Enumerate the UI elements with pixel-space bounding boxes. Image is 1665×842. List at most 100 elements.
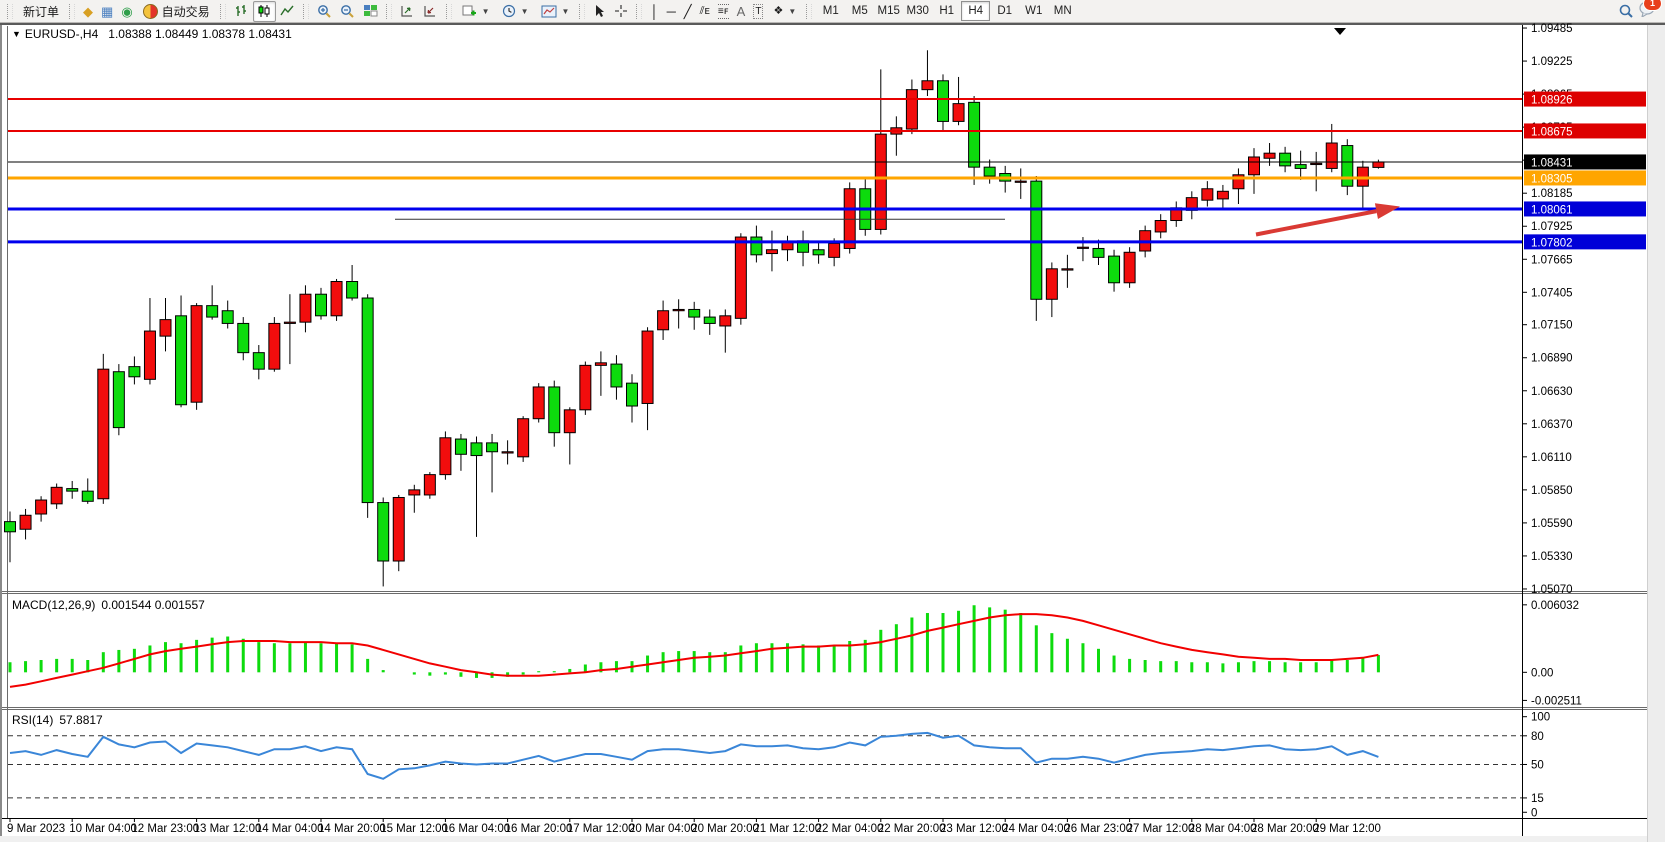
arrange-back-icon xyxy=(424,6,435,17)
svg-text:14 Mar 04:00: 14 Mar 04:00 xyxy=(256,823,324,835)
chevron-down-icon: ▼ xyxy=(788,6,797,16)
market-panel-button[interactable]: ▦ xyxy=(97,1,117,22)
rsi-indicator-label: RSI(14) 57.8817 xyxy=(12,713,103,727)
svg-text:1.08926: 1.08926 xyxy=(1531,95,1573,107)
svg-text:1.05850: 1.05850 xyxy=(1531,485,1573,497)
timeframe-button-h4[interactable]: H4 xyxy=(961,1,991,21)
search-button[interactable] xyxy=(1614,1,1638,22)
equidistant-channel-tool[interactable]: ⫽ᴇ xyxy=(696,1,714,22)
chart-ohlc: 1.08388 1.08449 1.08378 1.08431 xyxy=(108,27,292,41)
timeframe-button-m5[interactable]: M5 xyxy=(851,5,868,17)
svg-text:1.07150: 1.07150 xyxy=(1531,320,1573,332)
svg-text:1.09485: 1.09485 xyxy=(1531,23,1573,35)
svg-text:21 Mar 12:00: 21 Mar 12:00 xyxy=(753,823,821,835)
candles-layer xyxy=(4,50,1385,587)
trend-arrow-annotation[interactable] xyxy=(1255,203,1400,237)
template-button[interactable]: ▼ xyxy=(535,1,576,22)
text-label-tool[interactable]: T xyxy=(749,1,767,22)
chart-menu-triangle-icon: ▼ xyxy=(12,29,21,39)
svg-text:1.05070: 1.05070 xyxy=(1531,584,1573,596)
vertical-line-icon: │ xyxy=(650,3,659,19)
svg-text:17 Mar 12:00: 17 Mar 12:00 xyxy=(567,823,635,835)
text-icon: A xyxy=(736,3,746,19)
toolbar-grip xyxy=(445,3,452,19)
zoom-out-button[interactable] xyxy=(336,1,359,22)
main-toolbar: 新订单 ◆ ▦ ◉ 自动交易 xyxy=(0,0,1665,23)
svg-text:15: 15 xyxy=(1531,793,1544,805)
macd-signal-line xyxy=(9,613,1379,688)
tile-windows-icon xyxy=(363,5,378,17)
chart-window-bg xyxy=(0,23,1665,842)
svg-text:1.08305: 1.08305 xyxy=(1531,173,1573,185)
svg-text:-0.002511: -0.002511 xyxy=(1531,695,1582,707)
chart-shift-marker-icon[interactable] xyxy=(1334,28,1346,35)
svg-text:9 Mar 2023: 9 Mar 2023 xyxy=(7,823,65,835)
timeframe-button-m1[interactable]: M1 xyxy=(822,5,839,17)
chevron-down-icon: ▼ xyxy=(561,6,570,16)
svg-text:1.08185: 1.08185 xyxy=(1531,188,1573,200)
vertical-line-tool[interactable]: │ xyxy=(646,1,662,22)
crosshair-tool-button[interactable] xyxy=(610,1,632,22)
chart-bars-button[interactable] xyxy=(230,1,253,22)
chart-candles-button[interactable] xyxy=(252,0,276,22)
svg-text:12 Mar 23:00: 12 Mar 23:00 xyxy=(131,823,199,835)
add-indicator-button[interactable]: ▼ xyxy=(456,1,496,22)
shapes-tool[interactable]: ❖ ▼ xyxy=(767,1,802,22)
svg-text:80: 80 xyxy=(1531,731,1544,743)
svg-text:29 Mar 12:00: 29 Mar 12:00 xyxy=(1313,823,1381,835)
zoom-in-button[interactable] xyxy=(313,1,336,22)
chart-line-button[interactable] xyxy=(276,1,299,22)
timeframe-button-d1[interactable]: D1 xyxy=(997,5,1013,17)
market-panel-icon: ▦ xyxy=(101,3,114,19)
toolbar-grip xyxy=(636,3,643,19)
arrange-forward-button[interactable] xyxy=(396,1,419,22)
notification-badge: 1 xyxy=(1643,0,1662,11)
text-tool[interactable]: A xyxy=(733,1,750,22)
timeframe-button-w1[interactable]: W1 xyxy=(1025,5,1043,17)
trendline-icon: ╱ xyxy=(683,3,692,19)
chart-title[interactable]: ▼ EURUSD-,H4 1.08388 1.08449 1.08378 1.084… xyxy=(12,27,292,41)
tile-windows-button[interactable] xyxy=(359,1,382,22)
svg-text:0.00: 0.00 xyxy=(1531,667,1553,679)
fibonacci-icon: ≡ꜰ xyxy=(717,3,729,19)
svg-text:23 Mar 12:00: 23 Mar 12:00 xyxy=(940,823,1008,835)
svg-text:1.09225: 1.09225 xyxy=(1531,56,1573,68)
zoom-in-icon xyxy=(317,4,331,18)
chat-button[interactable]: 1 xyxy=(1638,0,1662,22)
fibonacci-tool[interactable]: ≡ꜰ xyxy=(714,1,733,22)
toolbar-grip xyxy=(7,3,13,19)
horizontal-line-tool[interactable]: ─ xyxy=(663,1,680,22)
svg-text:16 Mar 20:00: 16 Mar 20:00 xyxy=(505,823,573,835)
svg-text:15 Mar 12:00: 15 Mar 12:00 xyxy=(380,823,448,835)
timeframe-button-h1[interactable]: H1 xyxy=(939,5,955,17)
template-icon xyxy=(541,5,557,17)
crosshair-icon xyxy=(615,5,628,17)
svg-text:0: 0 xyxy=(1531,807,1537,819)
toolbar-grip xyxy=(302,3,309,19)
svg-text:22 Mar 04:00: 22 Mar 04:00 xyxy=(816,823,884,835)
timeframe-button-mn[interactable]: MN xyxy=(1053,5,1072,17)
svg-text:1.07802: 1.07802 xyxy=(1531,237,1573,249)
gold-diamond-button[interactable]: ◆ xyxy=(79,1,97,22)
timeframe-button-m30[interactable]: M30 xyxy=(906,5,929,17)
svg-text:1.07405: 1.07405 xyxy=(1531,287,1573,299)
svg-text:14 Mar 20:00: 14 Mar 20:00 xyxy=(318,823,386,835)
new-order-button[interactable]: 新订单 xyxy=(23,4,60,19)
svg-text:1.06370: 1.06370 xyxy=(1531,419,1573,431)
clock-icon xyxy=(502,4,515,18)
add-indicator-icon xyxy=(462,5,476,16)
timeframe-button-m15[interactable]: M15 xyxy=(877,5,900,17)
signal-button[interactable]: ◉ xyxy=(117,1,136,22)
arrange-back-button[interactable] xyxy=(419,1,442,22)
periods-button[interactable]: ▼ xyxy=(496,1,535,22)
svg-text:10 Mar 04:00: 10 Mar 04:00 xyxy=(69,823,137,835)
autotrading-button[interactable]: 自动交易 xyxy=(137,1,216,22)
chevron-down-icon: ▼ xyxy=(481,6,490,16)
signal-icon: ◉ xyxy=(121,3,133,19)
price-axis: 1.094851.092251.089651.087051.084451.081… xyxy=(1523,23,1646,596)
trendline-tool[interactable]: ╱ xyxy=(680,1,696,22)
cursor-tool-button[interactable] xyxy=(589,1,610,22)
chart-candles-icon xyxy=(258,5,270,17)
svg-text:28 Mar 04:00: 28 Mar 04:00 xyxy=(1189,823,1257,835)
